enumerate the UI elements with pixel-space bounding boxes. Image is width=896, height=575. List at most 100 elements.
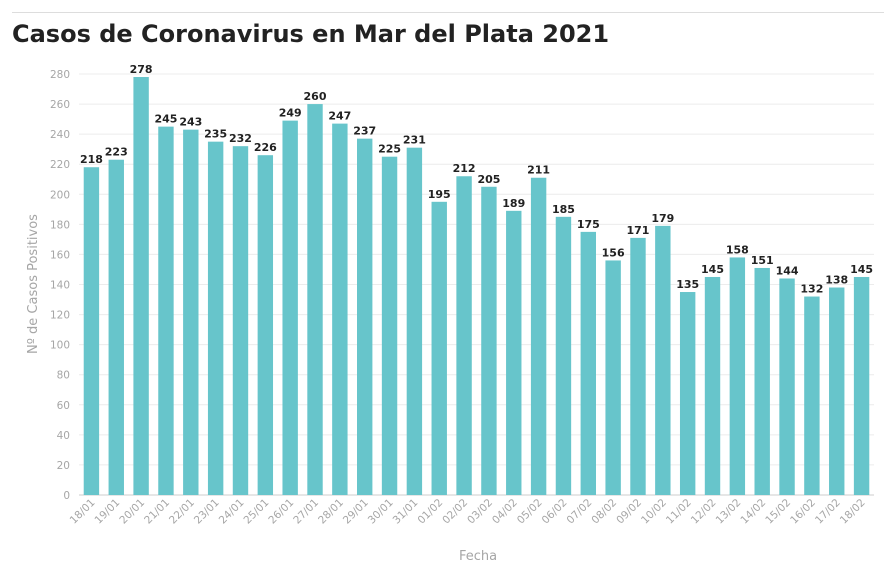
bar xyxy=(580,231,596,495)
x-tick-label: 30/01 xyxy=(366,497,396,527)
bar xyxy=(83,167,100,495)
x-tick-label: 26/01 xyxy=(266,497,296,527)
bar xyxy=(779,278,795,495)
data-label: 189 xyxy=(502,197,525,210)
y-tick-label: 40 xyxy=(57,430,70,442)
x-tick-label: 06/02 xyxy=(540,497,570,527)
top-divider xyxy=(12,12,884,13)
data-label: 151 xyxy=(751,254,774,267)
y-tick-label: 60 xyxy=(57,400,70,412)
x-tick-label: 15/02 xyxy=(763,497,793,527)
bar xyxy=(183,129,199,495)
bar xyxy=(133,77,149,495)
y-tick-label: 260 xyxy=(50,99,70,111)
bar xyxy=(207,141,224,496)
data-label: 144 xyxy=(776,264,799,277)
x-tick-label: 03/02 xyxy=(465,497,495,527)
data-label: 185 xyxy=(552,203,575,216)
data-label: 175 xyxy=(577,218,600,231)
x-tick-label: 12/02 xyxy=(689,497,719,527)
x-tick-label: 25/01 xyxy=(242,497,272,527)
y-tick-label: 0 xyxy=(63,490,70,502)
bar xyxy=(530,177,547,495)
y-tick-label: 140 xyxy=(50,280,70,292)
bar xyxy=(431,201,447,495)
x-tick-label: 09/02 xyxy=(614,497,644,527)
x-tick-label: 23/01 xyxy=(192,497,222,527)
bar xyxy=(704,276,721,495)
y-tick-label: 220 xyxy=(50,159,70,171)
x-tick-label: 11/02 xyxy=(664,497,694,527)
y-tick-label: 80 xyxy=(57,370,70,382)
bar xyxy=(605,260,621,495)
data-label: 235 xyxy=(204,128,227,141)
data-label: 138 xyxy=(825,274,848,287)
x-tick-label: 20/01 xyxy=(117,497,147,527)
chart-title: Casos de Coronavirus en Mar del Plata 20… xyxy=(12,20,610,48)
data-label: 249 xyxy=(279,107,302,120)
x-tick-label: 28/01 xyxy=(316,497,346,527)
y-tick-label: 120 xyxy=(50,310,70,322)
data-label: 145 xyxy=(850,263,873,276)
bar xyxy=(406,147,423,496)
data-label: 247 xyxy=(328,110,351,123)
bar xyxy=(381,156,398,496)
bar xyxy=(804,296,820,495)
bar xyxy=(332,123,348,495)
y-tick-label: 200 xyxy=(50,189,70,201)
bar xyxy=(679,292,696,495)
data-label: 245 xyxy=(154,113,177,126)
data-label: 260 xyxy=(304,90,327,103)
bar xyxy=(506,210,522,495)
x-tick-label: 05/02 xyxy=(515,497,545,527)
x-tick-label: 13/02 xyxy=(714,497,744,527)
y-tick-label: 20 xyxy=(57,460,70,472)
x-tick-label: 21/01 xyxy=(142,497,172,527)
data-label: 158 xyxy=(726,243,749,256)
x-tick-label: 18/01 xyxy=(68,497,98,527)
bar xyxy=(754,267,770,495)
x-tick-label: 22/01 xyxy=(167,497,197,527)
y-tick-label: 240 xyxy=(50,129,70,141)
x-tick-label: 17/02 xyxy=(813,497,843,527)
x-tick-label: 04/02 xyxy=(490,497,520,527)
x-axis-title: Fecha xyxy=(459,549,497,564)
data-label: 195 xyxy=(428,188,451,201)
bar xyxy=(481,186,497,495)
bar xyxy=(158,126,174,495)
data-label: 278 xyxy=(130,63,153,76)
x-tick-label: 07/02 xyxy=(565,497,595,527)
y-tick-label: 280 xyxy=(50,69,70,81)
y-axis-title: Nº de Casos Positivos xyxy=(26,214,41,354)
x-tick-label: 08/02 xyxy=(589,497,619,527)
bar xyxy=(282,120,298,495)
x-tick-label: 24/01 xyxy=(217,497,247,527)
data-label: 171 xyxy=(627,224,650,237)
data-label: 237 xyxy=(353,125,376,138)
bar xyxy=(357,138,373,495)
x-tick-label: 16/02 xyxy=(788,497,818,527)
data-label: 145 xyxy=(701,263,724,276)
bar xyxy=(655,225,671,495)
y-tick-label: 100 xyxy=(50,340,70,352)
data-label: 179 xyxy=(651,212,674,225)
y-tick-label: 160 xyxy=(50,249,70,261)
data-label: 218 xyxy=(80,153,103,166)
data-label: 212 xyxy=(453,162,476,175)
bar xyxy=(456,176,472,495)
data-label: 223 xyxy=(105,146,128,159)
x-tick-label: 19/01 xyxy=(93,497,123,527)
data-label: 232 xyxy=(229,132,252,145)
x-tick-label: 18/02 xyxy=(838,497,868,527)
bars xyxy=(83,77,870,496)
x-tick-label: 10/02 xyxy=(639,497,669,527)
data-label: 135 xyxy=(676,278,699,291)
x-axis-ticks: 18/0119/0120/0121/0122/0123/0124/0125/01… xyxy=(68,497,868,527)
x-tick-label: 27/01 xyxy=(291,497,321,527)
bar xyxy=(232,146,249,495)
bar xyxy=(853,276,870,495)
y-axis-ticks: 0 20 40 60 80 100 120 140 160 180 200 220 240 260 280 xyxy=(50,69,70,502)
bar xyxy=(108,159,124,496)
